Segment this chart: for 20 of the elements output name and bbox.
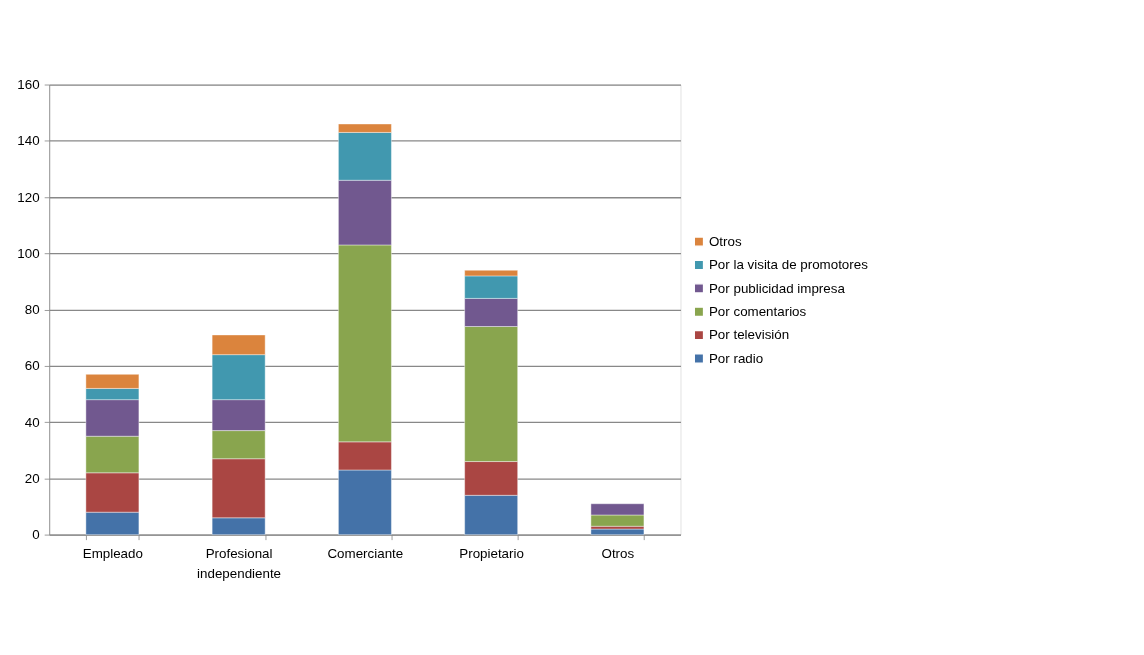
legend-label: Por comentarios (708, 303, 807, 319)
y-tick-label: 160 (17, 77, 40, 93)
y-tick-label: 60 (24, 358, 40, 374)
x-tick-label: Comerciante (327, 545, 404, 561)
y-tick-label: 20 (24, 471, 40, 487)
x-tick-label: Empleado (82, 545, 143, 561)
x-tick-label: Otros (601, 545, 635, 561)
y-tick-label: 140 (17, 133, 40, 149)
y-tick-label: 80 (24, 302, 40, 318)
y-tick-label: 120 (17, 189, 40, 205)
legend-label: Otros (708, 233, 742, 249)
legend-label: Por radio (708, 350, 764, 366)
y-tick-label: 0 (32, 527, 40, 543)
x-tick-label: Propietario (459, 545, 524, 561)
legend-label: Por publicidad impresa (708, 280, 846, 296)
y-tick-label: 40 (24, 414, 40, 430)
x-tick-label: Profesional independiente (197, 545, 282, 581)
y-tick-label: 100 (17, 245, 40, 261)
legend-label: Por televisión (708, 327, 790, 343)
legend-label: Por la visita de promotores (708, 257, 869, 273)
